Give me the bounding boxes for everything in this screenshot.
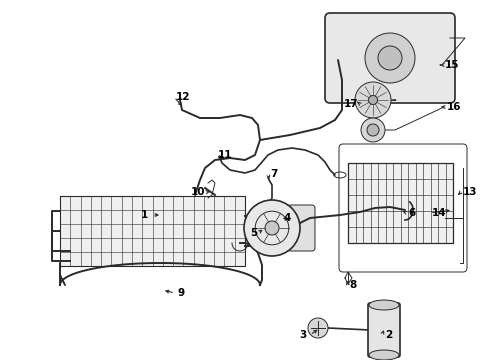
- Circle shape: [365, 33, 415, 83]
- Text: 17: 17: [343, 99, 358, 109]
- FancyBboxPatch shape: [368, 303, 400, 357]
- Text: 5: 5: [250, 228, 257, 238]
- Circle shape: [361, 118, 385, 142]
- Circle shape: [378, 46, 402, 70]
- Text: 15: 15: [445, 60, 460, 70]
- Text: 2: 2: [385, 330, 392, 340]
- Text: 3: 3: [300, 330, 307, 340]
- Ellipse shape: [369, 300, 399, 310]
- Bar: [348, 163, 453, 243]
- Circle shape: [367, 124, 379, 136]
- Text: 11: 11: [218, 150, 232, 160]
- Circle shape: [308, 318, 328, 338]
- Circle shape: [368, 95, 377, 104]
- Text: 9: 9: [177, 288, 184, 298]
- Text: 1: 1: [141, 210, 148, 220]
- Text: 14: 14: [432, 208, 446, 218]
- Circle shape: [244, 200, 300, 256]
- Text: 16: 16: [447, 102, 462, 112]
- Circle shape: [355, 82, 391, 118]
- Text: 8: 8: [349, 280, 356, 290]
- FancyBboxPatch shape: [287, 205, 315, 251]
- Text: 4: 4: [283, 213, 291, 223]
- FancyBboxPatch shape: [325, 13, 455, 103]
- Text: 10: 10: [191, 187, 205, 197]
- Text: 7: 7: [270, 169, 277, 179]
- Bar: [60, 196, 245, 266]
- Text: 13: 13: [463, 187, 477, 197]
- Text: 6: 6: [408, 208, 415, 218]
- Ellipse shape: [369, 350, 399, 360]
- Circle shape: [265, 221, 279, 235]
- Circle shape: [255, 211, 289, 245]
- Text: 12: 12: [176, 92, 191, 102]
